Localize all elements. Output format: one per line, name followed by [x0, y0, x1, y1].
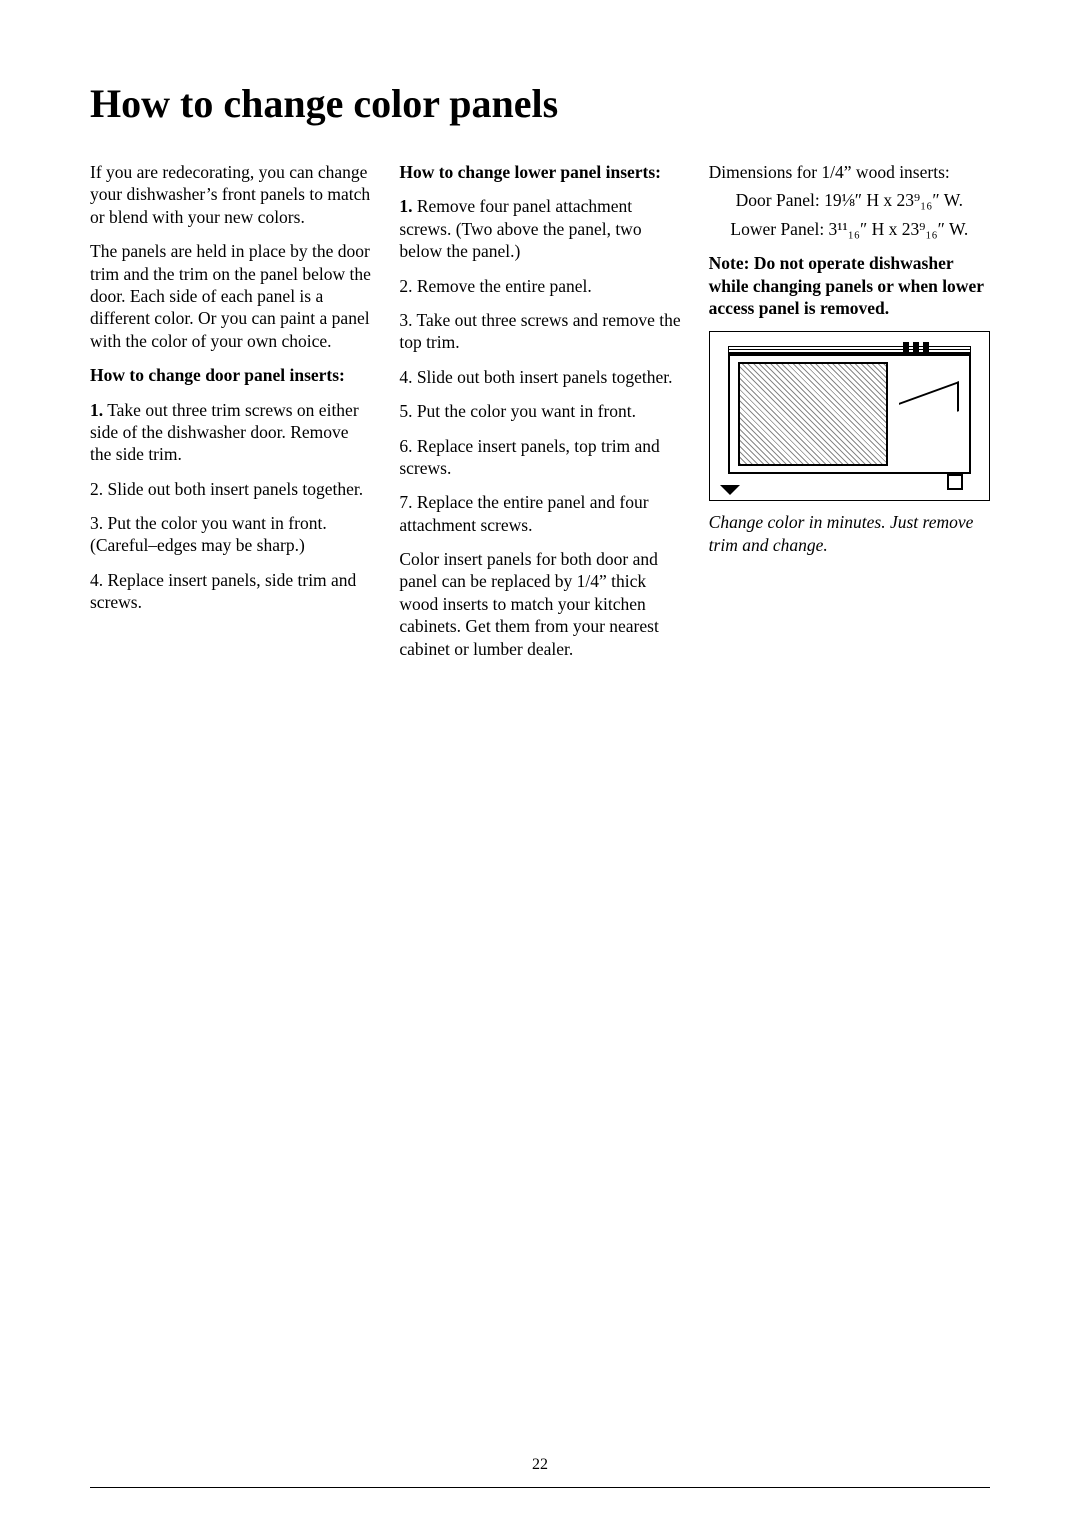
column-3: Dimensions for 1/4” wood inserts: Door P… — [709, 161, 990, 672]
lower-step-3: 3. Take out three screws and remove the … — [399, 309, 680, 354]
subhead-lower-inserts: How to change lower panel inserts: — [399, 161, 680, 183]
dimensions-heading: Dimensions for 1/4” wood inserts: — [709, 161, 990, 183]
door-step-1: 1. Take out three trim screws on either … — [90, 399, 371, 466]
warning-note: Note: Do not operate dishwasher while ch… — [709, 252, 990, 319]
subhead-door-inserts: How to change door panel inserts: — [90, 364, 371, 386]
door-panel-dim: Door Panel: 19⅛″ H x 23⁹₁₆″ W. — [709, 189, 990, 211]
lower-step-1-text: Remove four panel attachment screws. (Tw… — [399, 196, 641, 261]
wood-insert-paragraph: Color insert panels for both door and pa… — [399, 548, 680, 660]
door-step-3: 3. Put the color you want in front. (Car… — [90, 512, 371, 557]
column-2: How to change lower panel inserts: 1. Re… — [399, 161, 680, 672]
illus-corner-icon — [947, 474, 963, 490]
illus-top-rail — [728, 346, 971, 354]
lower-panel-dim: Lower Panel: 3¹¹₁₆″ H x 23⁹₁₆″ W. — [709, 218, 990, 240]
manual-page: How to change color panels If you are re… — [0, 0, 1080, 1514]
dishwasher-illustration — [709, 331, 990, 501]
lower-step-7: 7. Replace the entire panel and four att… — [399, 491, 680, 536]
door-step-4: 4. Replace insert panels, side trim and … — [90, 569, 371, 614]
column-1: If you are redecorating, you can change … — [90, 161, 371, 672]
illus-insert-panel — [738, 362, 888, 466]
page-number: 22 — [0, 1456, 1080, 1474]
page-title: How to change color panels — [90, 80, 990, 127]
lower-step-5: 5. Put the color you want in front. — [399, 400, 680, 422]
lower-step-2: 2. Remove the entire panel. — [399, 275, 680, 297]
intro-paragraph-1: If you are redecorating, you can change … — [90, 161, 371, 228]
door-step-1-text: Take out three trim screws on either sid… — [90, 400, 359, 465]
footer-rule — [90, 1487, 990, 1488]
intro-paragraph-2: The panels are held in place by the door… — [90, 240, 371, 352]
lower-step-1: 1. Remove four panel attachment screws. … — [399, 195, 680, 262]
door-step-2: 2. Slide out both insert panels together… — [90, 478, 371, 500]
lower-step-6: 6. Replace insert panels, top trim and s… — [399, 435, 680, 480]
lower-step-4: 4. Slide out both insert panels together… — [399, 366, 680, 388]
illus-corner-icon — [720, 485, 740, 495]
three-column-layout: If you are redecorating, you can change … — [90, 161, 990, 672]
illustration-caption: Change color in minutes. Just remove tri… — [709, 511, 990, 556]
